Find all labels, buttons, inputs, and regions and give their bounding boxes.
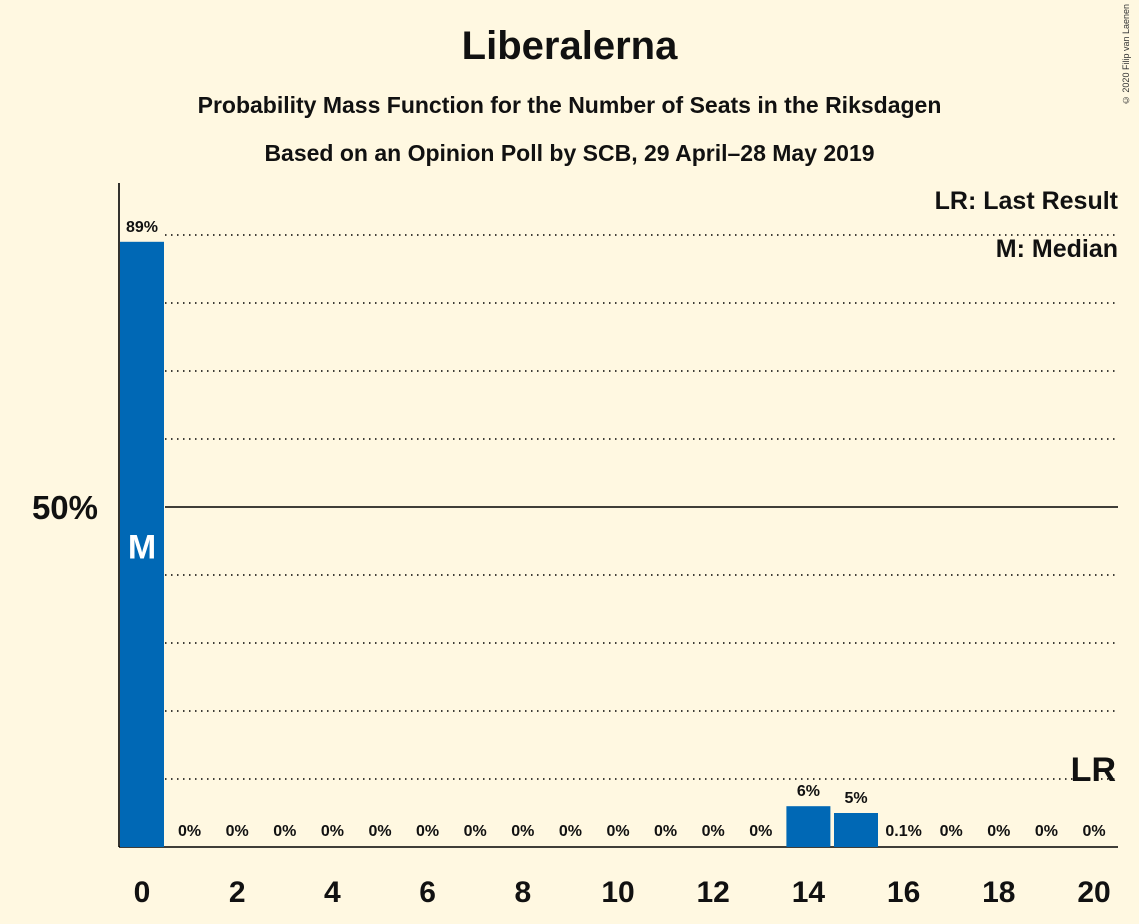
bar-seat-14 bbox=[786, 806, 831, 847]
bar-value-label-seat-16: 0.1% bbox=[885, 823, 921, 840]
bar-value-label-seat-0: 89% bbox=[126, 219, 158, 236]
x-tick-label-0: 0 bbox=[134, 876, 151, 909]
bar-value-label-seat-9: 0% bbox=[559, 823, 582, 840]
bar-value-label-seat-8: 0% bbox=[511, 823, 534, 840]
bar-value-label-seat-20: 0% bbox=[1082, 823, 1105, 840]
bar-seat-15 bbox=[834, 813, 878, 847]
bar-value-label-seat-6: 0% bbox=[416, 823, 439, 840]
legend-last-result: LR: Last Result bbox=[935, 187, 1119, 215]
bar-value-label-seat-2: 0% bbox=[226, 823, 249, 840]
bar-value-label-seat-10: 0% bbox=[606, 823, 629, 840]
bar-value-label-seat-14: 6% bbox=[797, 783, 820, 800]
x-tick-label-14: 14 bbox=[792, 876, 826, 909]
x-tick-label-8: 8 bbox=[514, 876, 531, 909]
x-tick-label-16: 16 bbox=[887, 876, 920, 909]
bar-value-label-seat-5: 0% bbox=[368, 823, 391, 840]
y-tick-label-50: 50% bbox=[32, 489, 98, 526]
x-tick-label-12: 12 bbox=[697, 876, 730, 909]
legend-median: M: Median bbox=[996, 235, 1118, 263]
chart-source-subtitle: Based on an Opinion Poll by SCB, 29 Apri… bbox=[264, 140, 875, 166]
bar-seat-0 bbox=[120, 241, 164, 848]
chart-subtitle: Probability Mass Function for the Number… bbox=[197, 92, 942, 118]
chart-title: Liberalerna bbox=[461, 24, 678, 68]
median-marker: M bbox=[128, 528, 156, 566]
x-tick-label-18: 18 bbox=[982, 876, 1015, 909]
bar-value-label-seat-3: 0% bbox=[273, 823, 296, 840]
bar-value-label-seat-13: 0% bbox=[749, 823, 772, 840]
bar-value-label-seat-4: 0% bbox=[321, 823, 344, 840]
x-tick-label-20: 20 bbox=[1077, 876, 1110, 909]
last-result-marker: LR bbox=[1071, 751, 1116, 789]
bar-value-label-seat-7: 0% bbox=[464, 823, 487, 840]
bar-value-label-seat-11: 0% bbox=[654, 823, 677, 840]
bar-value-label-seat-12: 0% bbox=[702, 823, 725, 840]
bar-value-label-seat-18: 0% bbox=[987, 823, 1010, 840]
bar-value-label-seat-1: 0% bbox=[178, 823, 201, 840]
bar-value-label-seat-19: 0% bbox=[1035, 823, 1058, 840]
x-tick-label-10: 10 bbox=[601, 876, 634, 909]
bar-value-label-seat-17: 0% bbox=[940, 823, 963, 840]
bar-value-label-seat-15: 5% bbox=[844, 790, 867, 807]
x-tick-label-6: 6 bbox=[419, 876, 436, 909]
x-tick-label-2: 2 bbox=[229, 876, 246, 909]
x-tick-label-4: 4 bbox=[324, 876, 341, 909]
